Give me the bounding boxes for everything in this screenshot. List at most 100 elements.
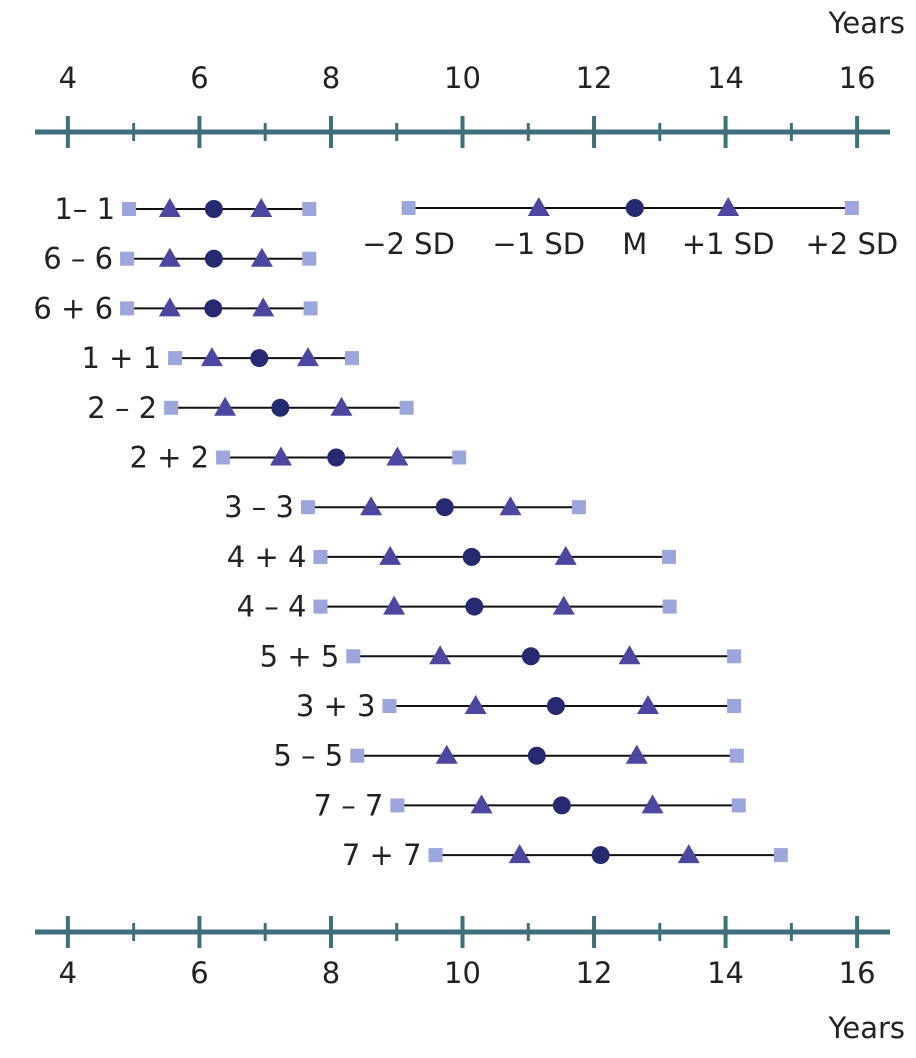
triangle-marker [250,198,273,217]
square-marker [662,549,677,564]
triangle-marker [717,197,740,216]
triangle-marker [554,545,577,565]
square-marker [120,251,135,266]
x-tick-label: 10 [444,61,481,95]
triangle-marker [214,396,237,416]
triangle-marker [618,645,641,665]
triangle-marker [330,396,353,416]
category-label: 1– 1 [54,192,115,226]
square-marker [428,848,443,863]
category-label: 7 + 7 [342,838,422,872]
square-marker [120,301,135,316]
circle-marker [327,448,346,467]
triangle-marker [379,545,402,565]
x-tick-label: 6 [190,61,208,95]
square-marker [345,351,360,366]
category-label: 6 – 6 [43,242,113,276]
axis-label: Years [827,1011,905,1045]
category-label: 3 + 3 [296,689,376,723]
circle-marker [204,249,223,268]
x-tick-label: 16 [839,956,876,990]
triangle-marker [499,496,522,516]
category-label: 7 – 7 [314,788,384,822]
circle-marker [462,547,481,566]
square-marker [122,202,137,216]
square-marker [773,848,788,863]
category-label: 6 + 6 [33,291,113,325]
x-tick-label: 14 [707,956,744,990]
square-marker [731,798,746,813]
triangle-marker [677,844,700,864]
triangle-marker [250,247,273,267]
square-marker [313,549,328,564]
triangle-marker [636,695,659,714]
square-marker [571,500,586,515]
x-tick-label: 14 [707,61,744,95]
triangle-marker [464,695,487,714]
square-marker [662,599,677,614]
legend-label: M [622,227,647,261]
triangle-marker [552,595,575,615]
circle-marker [552,796,571,815]
square-marker [452,450,467,465]
x-tick-label: 6 [190,956,208,990]
axis-label: Years [827,6,905,40]
triangle-marker [158,247,181,267]
square-marker [168,351,183,366]
circle-marker [250,349,269,368]
x-tick-label: 8 [322,956,340,990]
square-marker [382,699,397,713]
circle-marker [435,498,454,517]
square-marker [727,699,742,713]
x-tick-label: 16 [839,61,876,95]
circle-marker [546,697,565,715]
legend-label: +1 SD [682,227,775,261]
legend-label: −2 SD [362,227,455,261]
triangle-marker [360,496,383,516]
triangle-marker [429,645,452,665]
square-marker [727,649,742,664]
square-marker [164,400,179,415]
x-tick-label: 10 [444,956,481,990]
circle-marker [271,398,290,417]
legend-label: −1 SD [492,227,585,261]
category-label: 4 + 4 [227,540,307,574]
square-marker [302,202,317,216]
triangle-marker [641,794,664,814]
category-label: 2 + 2 [129,441,209,475]
square-marker [313,599,328,614]
triangle-marker [386,446,409,466]
triangle-marker [252,297,275,317]
category-label: 5 + 5 [260,639,340,673]
circle-marker [625,199,644,217]
x-tick-label: 4 [59,956,77,990]
triangle-marker [158,198,181,217]
circle-marker [527,746,546,765]
square-marker [216,450,231,465]
square-marker [302,251,317,266]
triangle-marker [383,595,406,615]
circle-marker [465,597,484,616]
x-tick-label: 8 [322,61,340,95]
square-marker [300,500,315,515]
square-marker [390,798,405,813]
circle-marker [521,647,540,666]
triangle-marker [470,794,493,814]
category-label: 3 – 3 [224,490,294,524]
circle-marker [591,846,610,865]
category-label: 5 – 5 [273,739,343,773]
square-marker [401,201,416,215]
square-marker [729,748,744,763]
square-marker [844,201,859,215]
square-marker [399,400,414,415]
triangle-marker [527,197,550,216]
x-tick-label: 4 [59,61,77,95]
square-marker [346,649,361,664]
triangle-marker [625,744,648,764]
triangle-marker [296,347,319,367]
triangle-marker [508,844,531,864]
circle-marker [204,200,223,218]
triangle-marker [200,347,223,367]
square-marker [350,748,365,763]
